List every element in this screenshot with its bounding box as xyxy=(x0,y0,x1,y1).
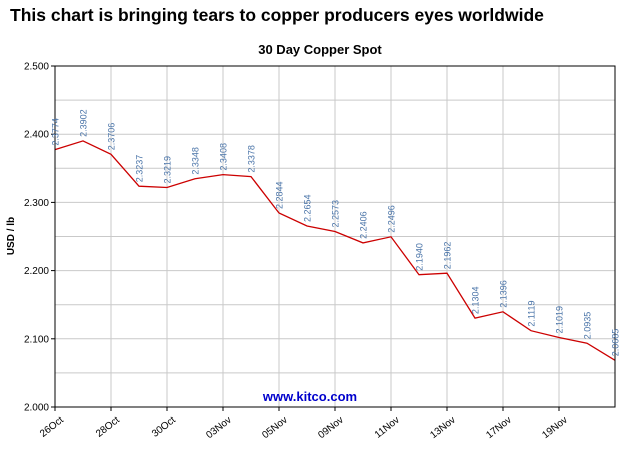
data-point-label: 2.2654 xyxy=(303,194,313,222)
copper-spot-chart: 30 Day Copper Spot 2.0002.1002.2002.3002… xyxy=(6,42,621,441)
y-tick-label: 2.200 xyxy=(24,266,49,277)
x-tick-label: 03Nov xyxy=(204,415,234,441)
x-tick-label: 28Oct xyxy=(94,415,122,440)
y-tick-label: 2.300 xyxy=(24,198,49,209)
y-tick-label: 2.500 xyxy=(24,62,49,73)
data-point-label: 2.3902 xyxy=(79,109,89,137)
y-tick-label: 2.000 xyxy=(24,403,49,414)
data-point-label: 2.2844 xyxy=(275,182,285,210)
data-point-label: 2.1019 xyxy=(555,306,565,334)
y-tick-label: 2.100 xyxy=(24,334,49,345)
data-point-label: 2.1940 xyxy=(415,243,425,271)
x-tick-label: 19Nov xyxy=(540,415,570,441)
x-tick-label: 13Nov xyxy=(428,415,458,441)
copper-price-line xyxy=(54,140,616,361)
data-point-label: 2.2573 xyxy=(331,200,341,228)
y-axis-title: USD / lb xyxy=(6,217,17,255)
data-point-label: 2.3408 xyxy=(219,143,229,171)
grid-layer xyxy=(54,66,615,407)
data-point-label: 2.3348 xyxy=(191,147,201,175)
series-layer xyxy=(54,140,616,361)
axis-layer: 2.000 2.100 2.200 2.300 2.400 2.500 26Oct 28Oct… xyxy=(24,62,616,441)
data-point-label: 2.0935 xyxy=(583,312,593,340)
x-tick-label: 26Oct xyxy=(38,415,66,440)
data-point-label: 2.2496 xyxy=(387,205,397,233)
data-point-label: 2.1304 xyxy=(471,287,481,315)
data-point-label: 2.3237 xyxy=(135,155,145,183)
kitco-watermark-link[interactable]: www.kitco.com xyxy=(262,389,357,404)
data-point-label: 2.0685 xyxy=(611,329,621,357)
headline: This chart is bringing tears to copper p… xyxy=(10,5,544,25)
data-point-label: 2.1396 xyxy=(499,280,509,308)
data-point-label: 2.1962 xyxy=(443,242,453,270)
data-point-label: 2.1119 xyxy=(527,300,537,326)
data-point-label: 2.3706 xyxy=(107,123,117,151)
data-point-label: 2.3219 xyxy=(163,156,173,184)
x-tick-label: 09Nov xyxy=(316,415,346,441)
x-tick-label: 05Nov xyxy=(260,415,290,441)
data-point-label: 2.3774 xyxy=(51,118,61,146)
x-tick-label: 17Nov xyxy=(484,415,514,441)
point-label-layer: 2.3774 2.3902 2.3706 2.3237 2.3219 2.3348 2.34… xyxy=(51,109,621,356)
data-point-label: 2.2406 xyxy=(359,211,369,239)
y-tick-label: 2.400 xyxy=(24,130,49,141)
chart-title: 30 Day Copper Spot xyxy=(258,42,382,57)
x-tick-label: 30Oct xyxy=(150,415,178,440)
x-tick-label: 11Nov xyxy=(373,415,402,441)
data-point-label: 2.3378 xyxy=(247,145,257,173)
